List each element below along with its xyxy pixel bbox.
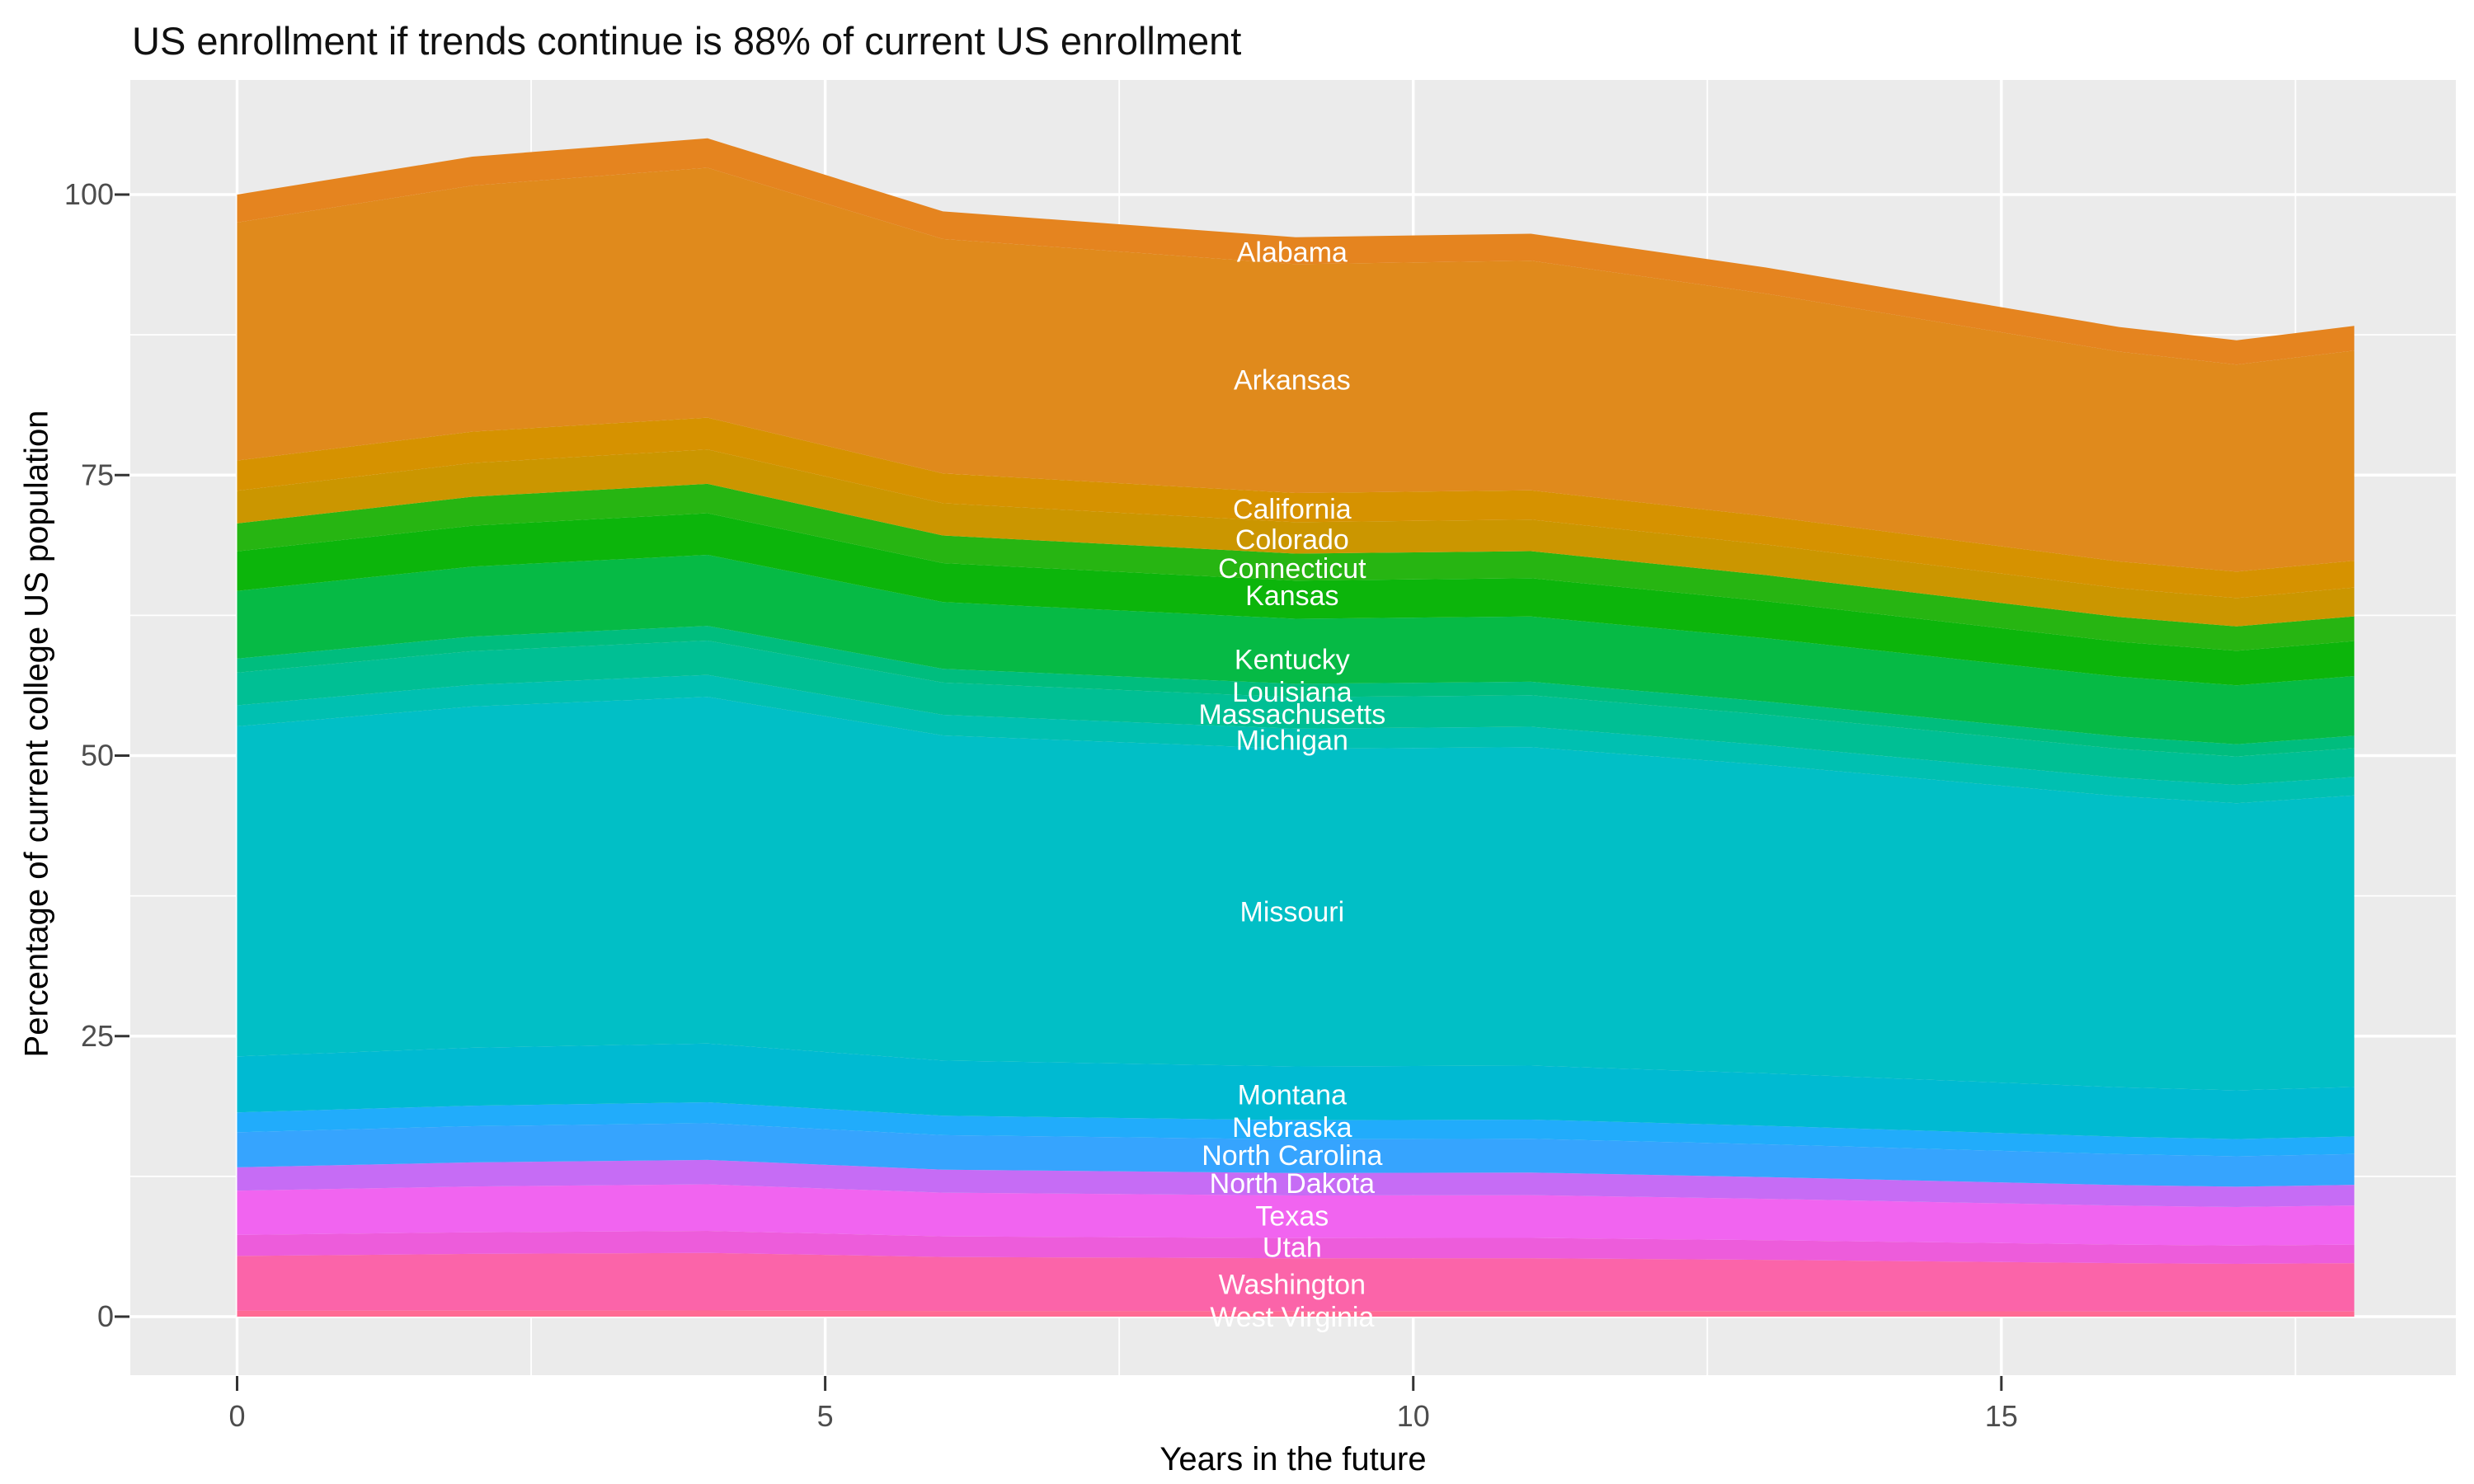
- area-massachusetts: [237, 641, 2354, 785]
- x-tick-label: 15: [1985, 1399, 2018, 1433]
- state-label-kentucky: Kentucky: [1235, 644, 1350, 675]
- state-label-montana: Montana: [1238, 1080, 1347, 1111]
- y-tick-label: 25: [81, 1019, 114, 1053]
- area-california: [237, 417, 2354, 599]
- area-alabama: [237, 138, 2354, 365]
- state-label-massachusetts: Massachusetts: [1198, 699, 1385, 730]
- state-label-alabama: Alabama: [1237, 237, 1348, 268]
- state-label-connecticut: Connecticut: [1218, 553, 1366, 585]
- area-texas: [237, 1184, 2354, 1246]
- state-label-texas: Texas: [1255, 1201, 1329, 1233]
- area-washington: [237, 1252, 2354, 1312]
- y-tick-label: 75: [81, 458, 114, 491]
- y-tick-label: 0: [97, 1299, 114, 1333]
- state-label-washington: Washington: [1219, 1270, 1366, 1301]
- area-missouri: [237, 697, 2354, 1091]
- state-label-colorado: Colorado: [1235, 524, 1349, 556]
- y-axis-title: Percentage of current college US populat…: [18, 410, 55, 1058]
- x-tick-label: 10: [1397, 1399, 1430, 1433]
- x-tick-label: 5: [817, 1399, 834, 1433]
- area-nebraska: [237, 1102, 2354, 1157]
- y-tick-label: 100: [64, 177, 114, 211]
- state-label-arkansas: Arkansas: [1234, 365, 1351, 397]
- state-label-missouri: Missouri: [1240, 897, 1345, 928]
- area-north-dakota: [237, 1159, 2354, 1207]
- state-label-utah: Utah: [1263, 1233, 1322, 1264]
- area-louisiana: [237, 626, 2354, 757]
- area-kentucky: [237, 555, 2354, 744]
- area-north-carolina: [237, 1123, 2354, 1187]
- area-arkansas: [237, 167, 2354, 572]
- area-kansas: [237, 513, 2354, 686]
- state-label-north-dakota: North Dakota: [1210, 1168, 1375, 1200]
- state-label-kansas: Kansas: [1245, 580, 1338, 612]
- state-label-louisiana: Louisiana: [1232, 677, 1352, 708]
- area-colorado: [237, 449, 2354, 627]
- area-utah: [237, 1231, 2354, 1264]
- state-label-west-virginia: West Virginia: [1210, 1302, 1374, 1333]
- y-tick-label: 50: [81, 739, 114, 773]
- chart-title: US enrollment if trends continue is 88% …: [132, 19, 1242, 63]
- state-label-california: California: [1233, 494, 1352, 525]
- x-tick-label: 0: [228, 1399, 245, 1433]
- area-connecticut: [237, 483, 2354, 651]
- state-label-north-carolina: North Carolina: [1202, 1140, 1382, 1172]
- area-michigan: [237, 674, 2354, 804]
- x-axis-title: Years in the future: [1159, 1441, 1427, 1477]
- area-montana: [237, 1043, 2354, 1139]
- state-label-nebraska: Nebraska: [1232, 1112, 1352, 1144]
- area-west-virginia: [237, 1310, 2354, 1317]
- state-label-michigan: Michigan: [1236, 725, 1348, 756]
